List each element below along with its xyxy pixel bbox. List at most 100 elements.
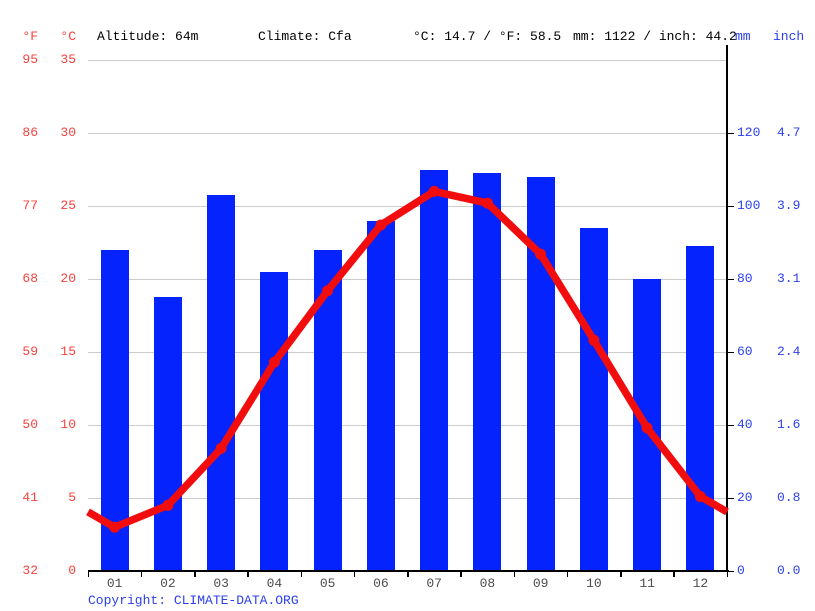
gridline — [88, 59, 727, 61]
inch-tick-label: 3.1 — [777, 271, 801, 286]
fahrenheit-tick-label: 41 — [22, 490, 38, 505]
inch-tick-label: 1.6 — [777, 417, 801, 432]
copyright: Copyright: CLIMATE-DATA.ORG — [88, 593, 299, 608]
temperature-point-month-07 — [428, 185, 440, 197]
mm-tick-label: 20 — [737, 490, 753, 505]
x-axis-tick — [300, 571, 302, 577]
mm-tick-label: 60 — [737, 344, 753, 359]
temperature-point-month-11 — [641, 422, 653, 434]
x-axis-tick — [620, 571, 622, 577]
temperature-point-month-08 — [481, 197, 493, 209]
fahrenheit-tick-label: 95 — [22, 52, 38, 67]
x-axis-tick — [194, 571, 196, 577]
temperature-point-month-04 — [268, 356, 280, 368]
mm-tick-label: 40 — [737, 417, 753, 432]
gridline — [88, 351, 727, 353]
month-label: 05 — [319, 576, 336, 591]
mean-temperature-text: °C: 14.7 / °F: 58.5 — [413, 29, 562, 44]
celsius-tick-label: 30 — [60, 125, 76, 140]
fahrenheit-axis-title: °F — [22, 29, 38, 44]
temperature-point-month-05 — [322, 285, 334, 297]
gridline — [88, 278, 727, 280]
month-label: 06 — [373, 576, 389, 591]
right-axis-tick — [728, 570, 734, 572]
celsius-tick-label: 20 — [60, 271, 76, 286]
month-label: 08 — [479, 576, 496, 591]
fahrenheit-tick-label: 32 — [22, 563, 38, 578]
celsius-tick-label: 5 — [68, 490, 76, 505]
precipitation-bar-month-07 — [420, 169, 449, 571]
celsius-tick-label: 10 — [60, 417, 76, 432]
inch-tick-label: 0.0 — [777, 563, 801, 578]
temperature-point-month-02 — [162, 499, 174, 511]
inch-tick-label: 3.9 — [777, 198, 801, 213]
temperature-point-month-12 — [694, 491, 706, 502]
inch-tick-label: 4.7 — [777, 125, 801, 140]
month-label: 11 — [639, 576, 655, 591]
x-axis-line — [88, 570, 729, 572]
mm-tick-label: 0 — [737, 563, 745, 578]
temperature-line-path — [86, 187, 729, 531]
gridline — [88, 497, 727, 499]
celsius-tick-label: 15 — [60, 344, 76, 359]
precipitation-bar-month-12 — [686, 246, 715, 571]
month-label: 03 — [213, 576, 229, 591]
temperature-point-month-03 — [215, 442, 227, 454]
fahrenheit-tick-label: 86 — [22, 125, 38, 140]
x-axis-tick — [247, 571, 249, 577]
fahrenheit-tick-label: 59 — [22, 344, 38, 359]
x-axis-tick — [566, 571, 569, 577]
inch-axis-title: inch — [773, 29, 805, 44]
x-axis-tick — [726, 571, 728, 577]
x-axis-tick — [87, 571, 89, 577]
celsius-tick-label: 0 — [68, 563, 76, 578]
precipitation-bar-month-06 — [366, 220, 395, 571]
x-axis-tick — [513, 571, 515, 577]
temperature-point-month-06 — [375, 219, 387, 231]
month-label: 10 — [586, 576, 602, 591]
copyright-label: Copyright: — [88, 593, 167, 608]
precipitation-bar-month-01 — [100, 249, 129, 571]
mm-tick-label: 100 — [737, 198, 761, 213]
right-axis-tick — [728, 132, 734, 134]
fahrenheit-tick-label: 77 — [22, 198, 38, 213]
copyright-link[interactable]: CLIMATE-DATA.ORG — [173, 593, 299, 608]
temperature-point-month-01 — [109, 521, 121, 533]
month-label: 07 — [426, 576, 442, 591]
gridline — [88, 424, 727, 426]
gridline — [88, 132, 727, 134]
climate-classification-text: Climate: Cfa — [258, 29, 352, 44]
right-axis-line — [726, 45, 728, 571]
right-axis-tick — [728, 278, 734, 280]
month-label: 09 — [532, 576, 549, 591]
month-label: 01 — [106, 576, 123, 591]
right-axis-tick — [728, 424, 734, 426]
fahrenheit-tick-label: 50 — [22, 417, 38, 432]
fahrenheit-tick-label: 68 — [22, 271, 38, 286]
celsius-tick-label: 35 — [60, 52, 76, 67]
precipitation-bar-month-10 — [579, 227, 608, 571]
mm-tick-label: 120 — [737, 125, 761, 140]
celsius-tick-label: 25 — [60, 198, 76, 213]
x-axis-tick — [140, 571, 143, 577]
inch-tick-label: 2.4 — [777, 344, 801, 359]
right-axis-tick — [728, 497, 734, 499]
precipitation-bar-month-08 — [473, 173, 502, 571]
mm-axis-title: mm — [735, 29, 751, 44]
mm-tick-label: 80 — [737, 271, 753, 286]
precipitation-bar-month-02 — [153, 297, 182, 571]
altitude-text: Altitude: 64m — [97, 29, 199, 44]
temperature-point-month-09 — [535, 248, 547, 260]
x-axis-tick — [673, 571, 675, 577]
month-label: 12 — [692, 576, 709, 591]
month-label: 02 — [160, 576, 176, 591]
annual-precipitation-text: mm: 1122 / inch: 44.2 — [573, 29, 737, 44]
inch-tick-label: 0.8 — [777, 490, 801, 505]
right-axis-tick — [728, 351, 734, 353]
celsius-axis-title: °C — [60, 29, 76, 44]
right-axis-tick — [728, 205, 734, 207]
precipitation-bar-month-03 — [207, 195, 236, 571]
temperature-point-month-10 — [588, 334, 600, 346]
